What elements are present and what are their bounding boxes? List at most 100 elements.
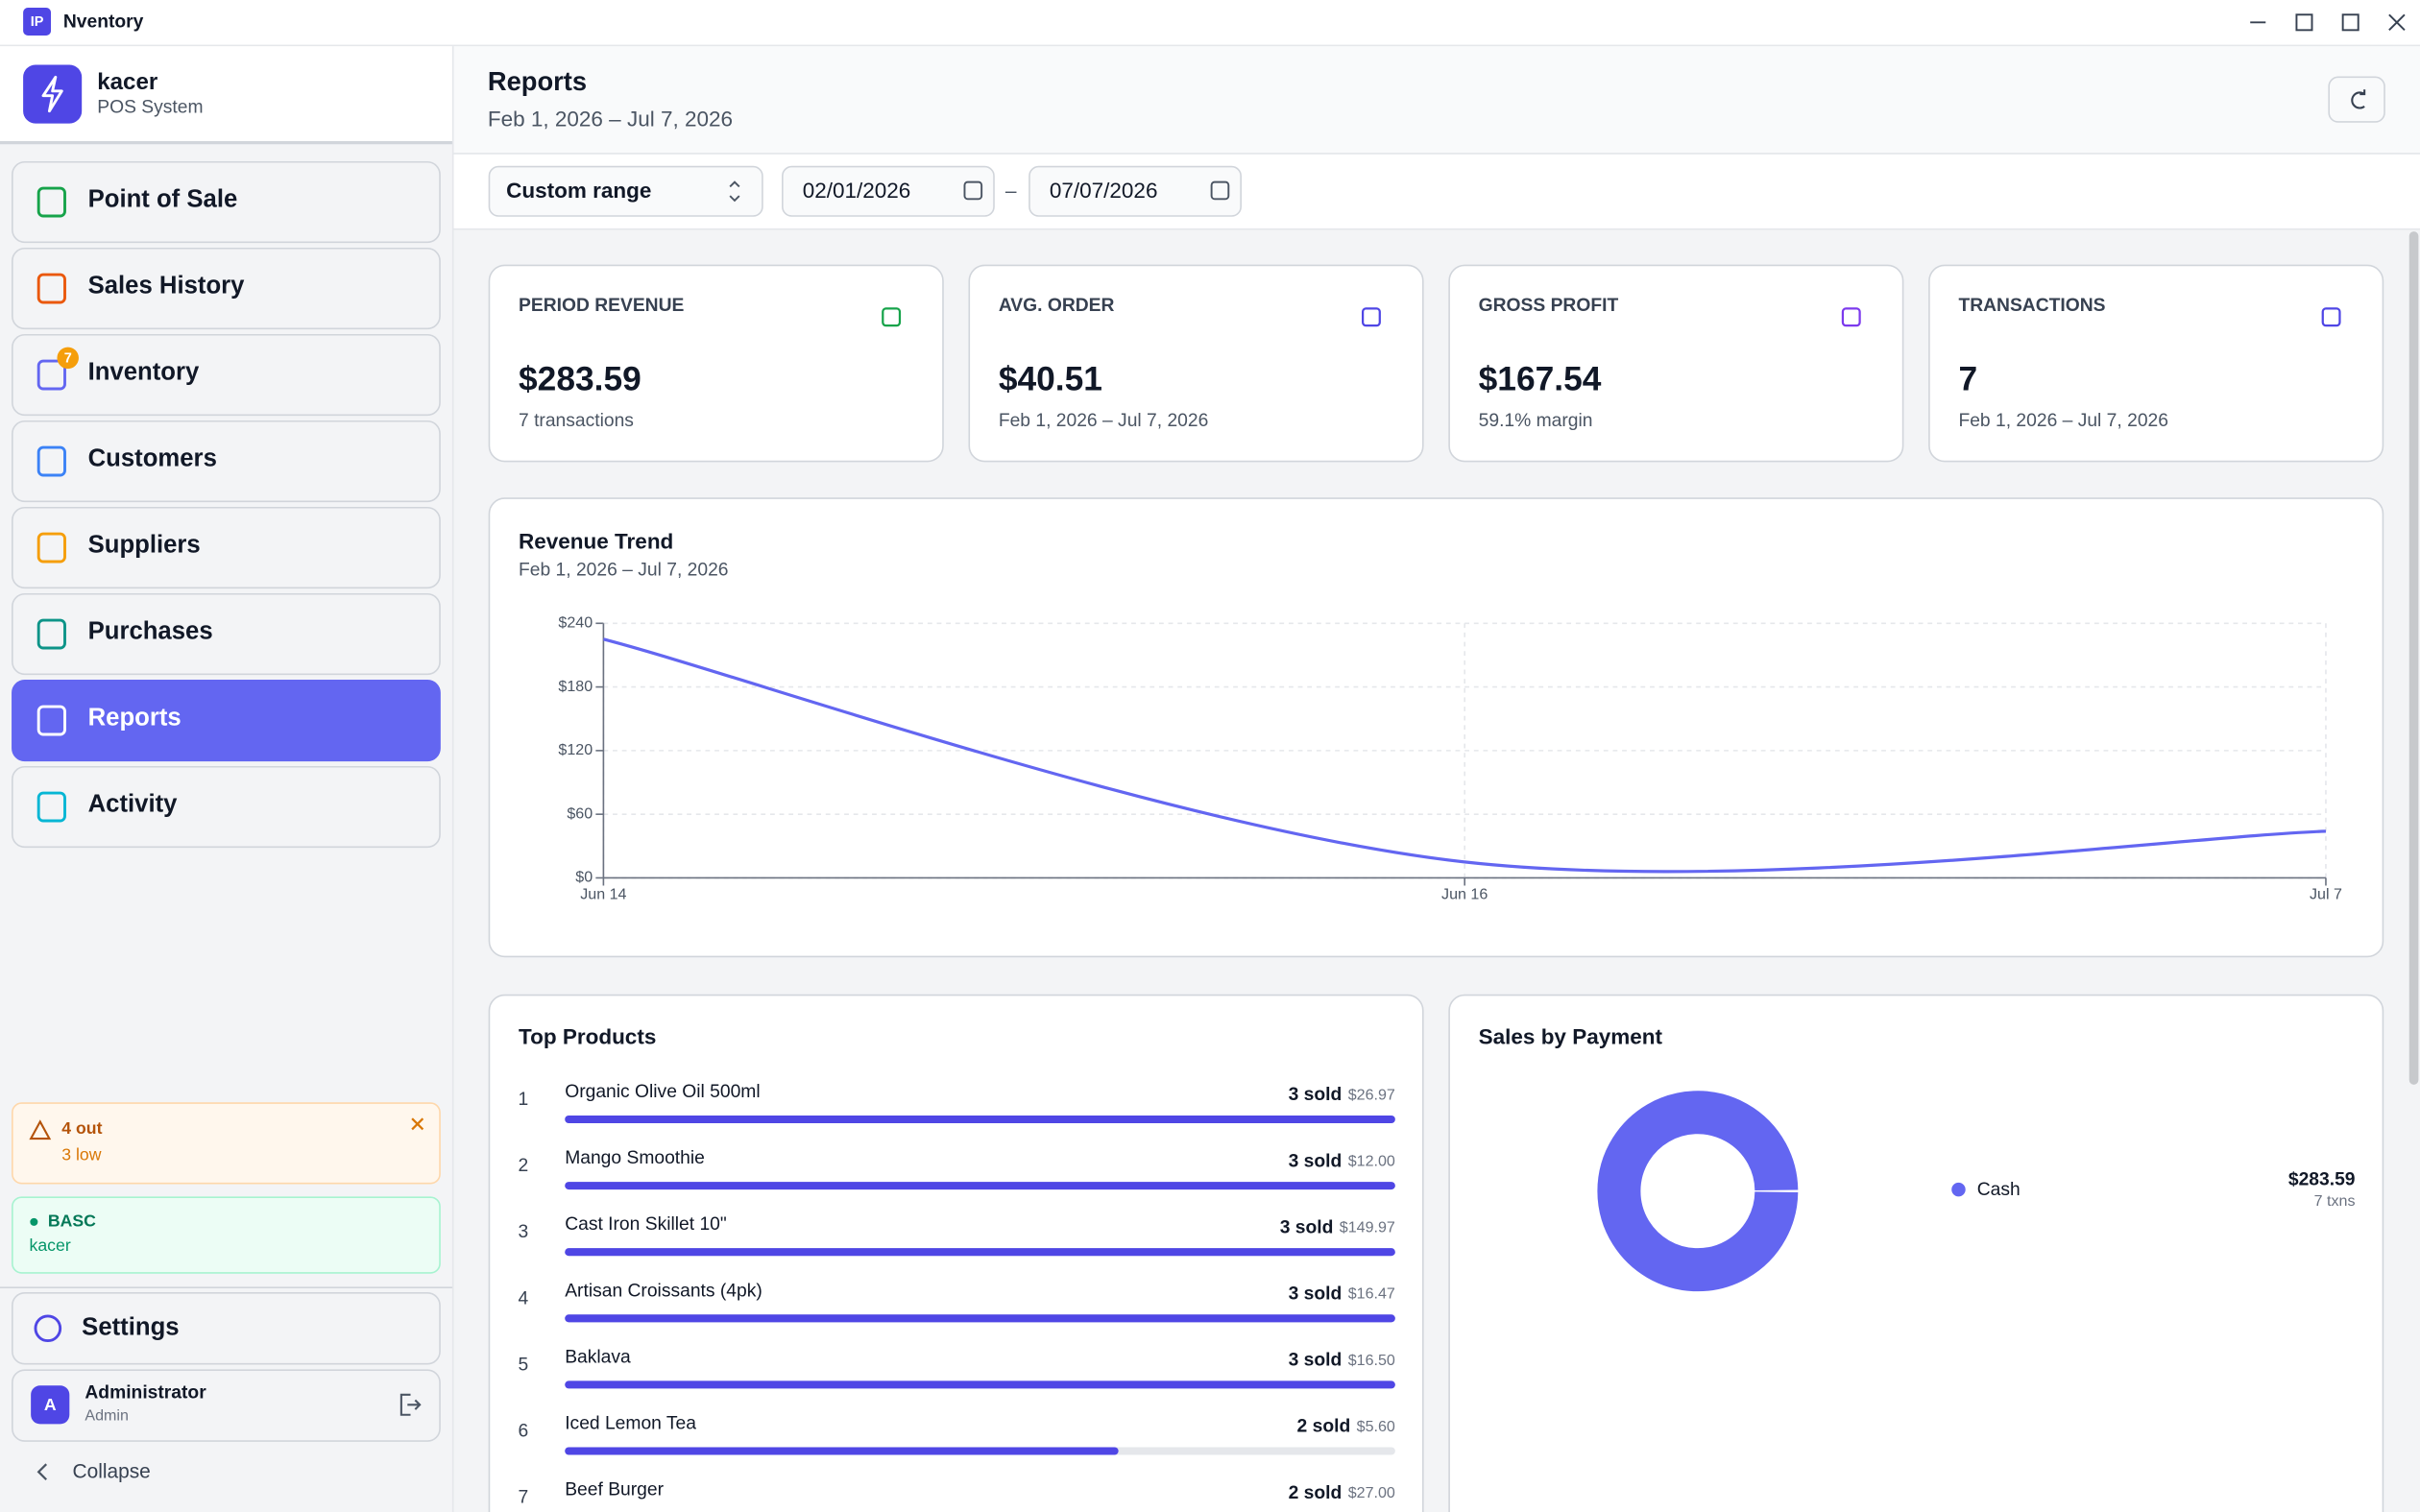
nav-label: Purchases: [88, 618, 213, 645]
nav-item[interactable]: [12, 160, 441, 244]
bar: [565, 1380, 1395, 1389]
scrollbar-thumb: [2408, 231, 2419, 1085]
nav-icon: [36, 359, 66, 391]
y-tick-label: $120: [558, 741, 593, 758]
nav-item[interactable]: [12, 679, 441, 762]
collapse-icon[interactable]: [36, 1463, 48, 1481]
product-name: Beef Burger: [565, 1480, 664, 1500]
product-revenue: $27.00: [1348, 1484, 1395, 1501]
product-rank: 5: [518, 1355, 528, 1375]
bar: [565, 1182, 1395, 1190]
product-name: Baklava: [565, 1347, 631, 1367]
product-revenue: $12.00: [1348, 1152, 1395, 1169]
user-role: Admin: [85, 1407, 129, 1425]
x-tick-label: Jun 16: [1441, 885, 1488, 902]
product-name: Organic Olive Oil 500ml: [565, 1082, 760, 1102]
stat-value: $167.54: [1479, 360, 1602, 397]
inventory-badge: [57, 347, 79, 370]
product-name: Mango Smoothie: [565, 1148, 705, 1168]
stat-label: AVG. ORDER: [999, 296, 1115, 316]
select-chevron: [729, 180, 740, 203]
bar: [565, 1447, 1119, 1455]
bar: [565, 1248, 1395, 1257]
product-name: Iced Lemon Tea: [565, 1413, 696, 1433]
product-revenue: $16.47: [1348, 1285, 1395, 1303]
x-tick-label: Jun 14: [580, 885, 626, 902]
brand-logo: [23, 64, 83, 124]
nav-icon: [36, 618, 66, 650]
product-sold: 3 sold: [1289, 1151, 1343, 1171]
plan-title: BASC: [48, 1212, 96, 1231]
user-name: Administrator: [85, 1382, 206, 1403]
nav-item[interactable]: [12, 765, 441, 849]
chart-card: [488, 497, 2384, 958]
product-sold: 3 sold: [1289, 1085, 1343, 1105]
nav-item[interactable]: [12, 420, 441, 503]
legend-label: Cash: [1977, 1180, 2021, 1200]
product-rank: 7: [518, 1488, 528, 1508]
refresh-button[interactable]: [2328, 76, 2385, 123]
user-initial: A: [44, 1395, 57, 1414]
product-sold: 3 sold: [1289, 1351, 1343, 1371]
plan-user: kacer: [30, 1236, 71, 1255]
product-sold: 2 sold: [1289, 1483, 1343, 1503]
app-icon: [23, 8, 52, 36]
user-card: [12, 1369, 441, 1442]
nav-label: Customers: [88, 445, 217, 472]
nav-icon: [36, 273, 66, 304]
nav-icon: [36, 532, 66, 564]
nav-icon: [36, 705, 66, 736]
nav-item[interactable]: [12, 333, 441, 417]
nav-label: Inventory: [88, 359, 200, 386]
stat-label: PERIOD REVENUE: [519, 296, 685, 316]
filter-bar: [453, 154, 2420, 228]
product-revenue: $26.97: [1348, 1086, 1395, 1103]
stat-card: [968, 264, 1424, 463]
bar: [565, 1314, 1395, 1323]
window-title: Nventory: [63, 12, 144, 32]
date-input-value: 02/01/2026: [803, 179, 911, 203]
nav-item[interactable]: [12, 592, 441, 676]
nav-icon: [36, 186, 66, 218]
title-bar: [0, 0, 2420, 45]
logout-button[interactable]: [399, 1393, 422, 1416]
nav-item[interactable]: [12, 247, 441, 330]
product-rank: 6: [518, 1422, 528, 1442]
chart-subtitle: Feb 1, 2026 – Jul 7, 2026: [519, 561, 729, 581]
range-select-value: Custom range: [506, 179, 651, 203]
stock-alert: [12, 1102, 441, 1185]
product-rank: 3: [518, 1222, 528, 1242]
legend-value: $283.59: [2288, 1170, 2356, 1190]
plan-dot: [30, 1217, 38, 1226]
product-revenue: $149.97: [1340, 1219, 1395, 1236]
stat-note: 7 transactions: [519, 411, 634, 431]
legend-count: 7 txns: [2314, 1192, 2356, 1210]
stat-label: TRANSACTIONS: [1958, 296, 2105, 316]
date-input[interactable]: [1028, 165, 1242, 217]
inventory-badge-count: 7: [64, 350, 72, 366]
stat-value: 7: [1958, 360, 1977, 397]
close-button: [2388, 13, 2406, 32]
stat-card: [488, 264, 944, 463]
restore-button[interactable]: [2341, 13, 2360, 32]
stat-value: $40.51: [999, 360, 1102, 397]
date-input[interactable]: [782, 165, 995, 217]
nav-item[interactable]: [12, 506, 441, 589]
product-rank: 2: [518, 1156, 528, 1176]
product-rank: 4: [518, 1288, 528, 1308]
alert-detail: 3 low: [61, 1144, 101, 1164]
chart-title: Sales by Payment: [1479, 1025, 1663, 1049]
stat-icon: [882, 307, 902, 327]
nav-label: Sales History: [88, 273, 246, 300]
maximize-button[interactable]: [2295, 13, 2313, 32]
stat-label: GROSS PROFIT: [1479, 296, 1619, 316]
legend-dot: [1951, 1182, 1966, 1197]
x-tick-label: Jul 7: [2310, 885, 2342, 902]
settings-label: Settings: [82, 1314, 179, 1341]
range-select[interactable]: [488, 165, 763, 217]
date-separator: –: [1005, 180, 1017, 203]
y-tick-label: $0: [575, 869, 593, 886]
collapse-label: Collapse: [73, 1461, 151, 1483]
page-range: Feb 1, 2026 – Jul 7, 2026: [488, 107, 733, 131]
settings-button[interactable]: [12, 1291, 441, 1365]
